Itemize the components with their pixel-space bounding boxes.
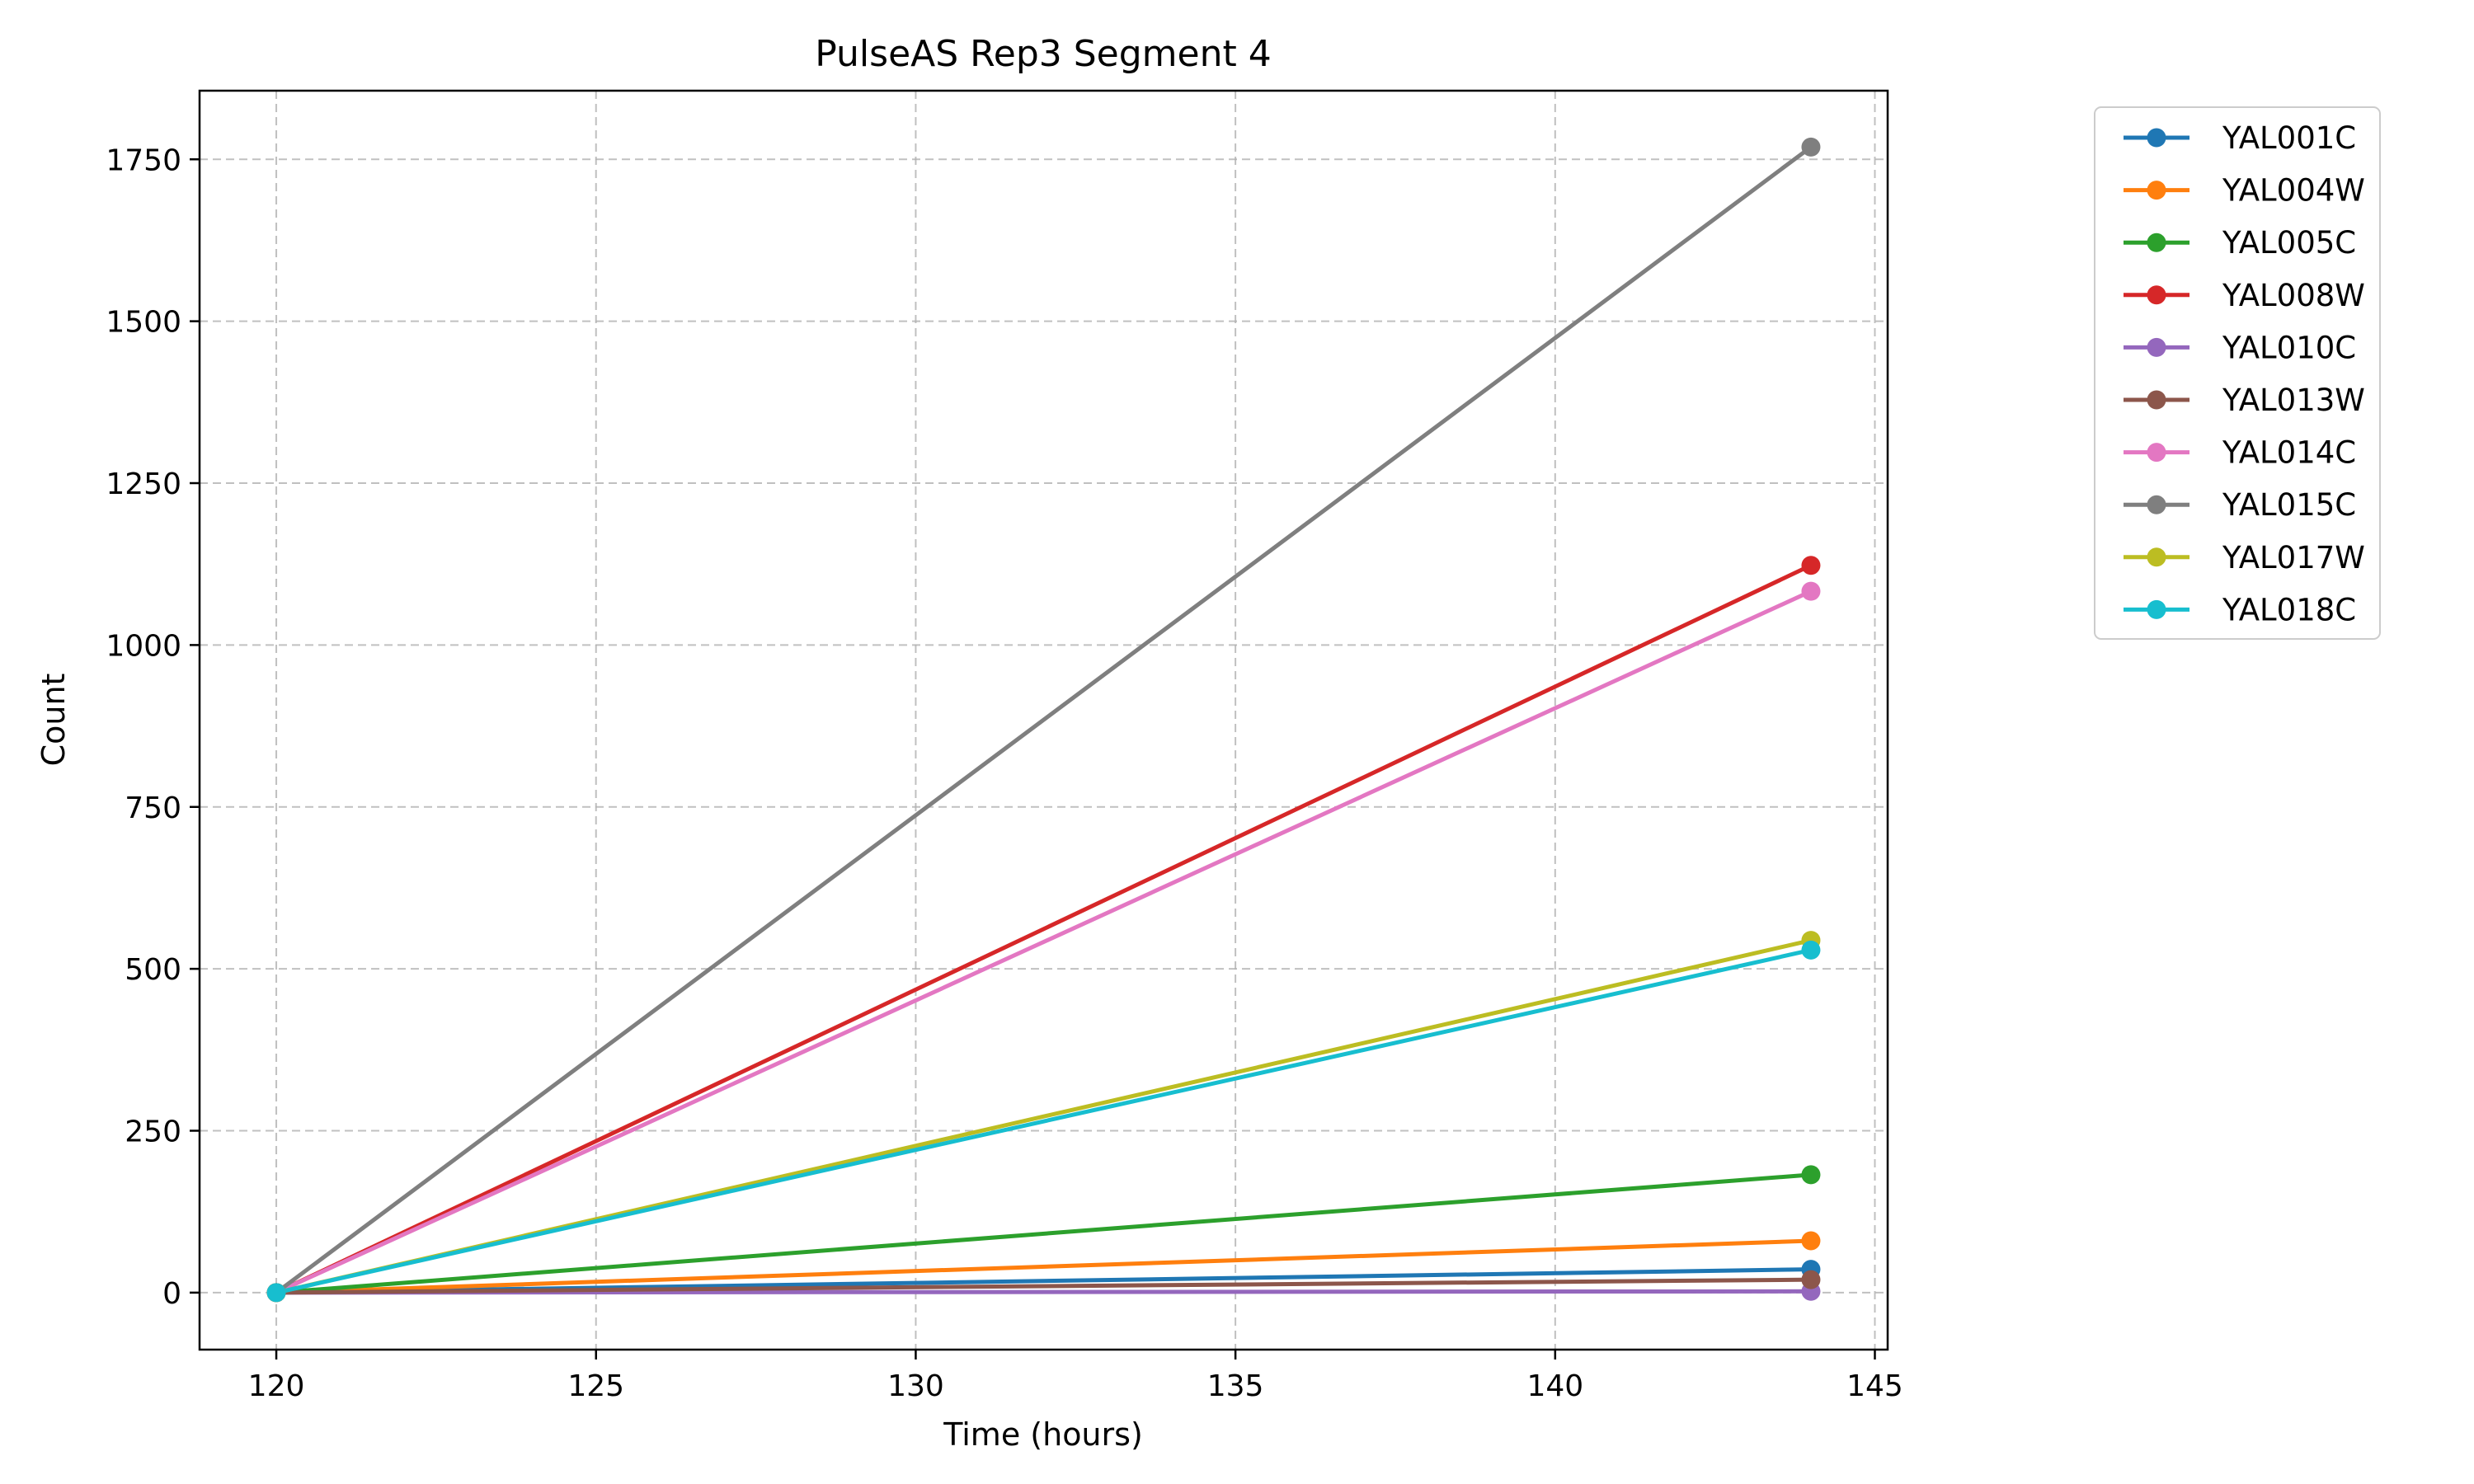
legend-item-YAL018C: YAL018C	[2124, 592, 2356, 627]
legend-item-YAL014C: YAL014C	[2124, 435, 2356, 471]
legend-label: YAL014C	[2222, 435, 2356, 471]
x-tick-label: 120	[248, 1369, 305, 1403]
series-line-YAL018C	[275, 947, 1812, 1295]
x-tick-label: 135	[1207, 1369, 1264, 1403]
legend-marker-swatch	[2147, 181, 2166, 200]
series-line-YAL004W	[275, 1238, 1812, 1295]
legend-marker-swatch	[2147, 547, 2166, 567]
legend-label: YAL013W	[2222, 383, 2365, 418]
x-tick-label: 125	[567, 1369, 624, 1403]
y-tick-label: 250	[125, 1115, 181, 1149]
legend-marker-swatch	[2147, 232, 2166, 252]
y-axis-label: Count	[35, 674, 72, 767]
legend-label: YAL008W	[2222, 278, 2365, 313]
series-line-YAL013W	[276, 1277, 1811, 1295]
y-tick-label: 1500	[106, 306, 181, 340]
y-tick-label: 750	[125, 791, 181, 825]
data-point-YAL015C	[1801, 137, 1821, 157]
legend-marker-swatch	[2147, 390, 2166, 410]
legend-marker-swatch	[2147, 285, 2166, 305]
legend-marker-swatch	[2147, 599, 2166, 619]
legend-marker-swatch	[2147, 337, 2166, 357]
data-point-YAL018C	[266, 1283, 286, 1303]
y-tick-label: 500	[125, 953, 181, 987]
y-tick-label: 1750	[106, 143, 181, 177]
legend-marker-swatch	[2147, 128, 2166, 148]
plot-frame	[198, 89, 1889, 1351]
chart-title: PulseAS Rep3 Segment 4	[815, 33, 1271, 75]
series-line-YAL015C	[275, 145, 1813, 1294]
data-point-YAL008W	[1801, 556, 1821, 575]
series-lines	[275, 145, 1813, 1295]
legend-label: YAL015C	[2222, 487, 2356, 523]
series-line-YAL014C	[275, 589, 1812, 1295]
x-axis-label: Time (hours)	[943, 1416, 1143, 1453]
data-point-YAL005C	[1801, 1165, 1821, 1185]
legend-label: YAL018C	[2222, 592, 2356, 627]
data-point-YAL014C	[1801, 581, 1821, 601]
x-axis-ticks: 120 125 130 135 140 145	[248, 1350, 1903, 1403]
legend-label: YAL017W	[2222, 540, 2365, 575]
legend-item-YAL010C: YAL010C	[2124, 330, 2356, 365]
series-line-YAL008W	[275, 563, 1813, 1295]
legend-item-YAL004W: YAL004W	[2124, 173, 2365, 209]
x-tick-label: 130	[887, 1369, 944, 1403]
legend-label: YAL005C	[2222, 225, 2356, 261]
legend-item-YAL005C: YAL005C	[2124, 225, 2356, 261]
legend-label: YAL004W	[2222, 173, 2365, 209]
data-point-YAL018C	[1801, 940, 1821, 960]
legend-label: YAL010C	[2222, 330, 2356, 365]
x-tick-label: 145	[1846, 1369, 1903, 1403]
legend-label: YAL001C	[2222, 120, 2356, 156]
legend-item-YAL015C: YAL015C	[2124, 487, 2356, 523]
y-axis-ticks: 0 250 500 750 1000 1250 1500 1750	[106, 143, 200, 1311]
legend-item-YAL008W: YAL008W	[2124, 278, 2365, 313]
series-line-YAL005C	[275, 1172, 1812, 1295]
y-tick-label: 1250	[106, 467, 181, 501]
legend: YAL001C YAL004W YAL005C YAL008W YAL010C YAL01…	[2094, 106, 2381, 640]
legend-item-YAL013W: YAL013W	[2124, 383, 2365, 418]
legend-marker-swatch	[2147, 443, 2166, 463]
data-point-YAL013W	[1801, 1270, 1821, 1289]
y-tick-label: 0	[162, 1277, 181, 1311]
x-tick-label: 140	[1526, 1369, 1583, 1403]
series-markers	[266, 137, 1821, 1303]
legend-marker-swatch	[2147, 495, 2166, 514]
y-tick-label: 1000	[106, 629, 181, 663]
data-point-YAL004W	[1801, 1231, 1821, 1251]
legend-item-YAL017W: YAL017W	[2124, 540, 2365, 575]
legend-item-YAL001C: YAL001C	[2124, 120, 2356, 156]
